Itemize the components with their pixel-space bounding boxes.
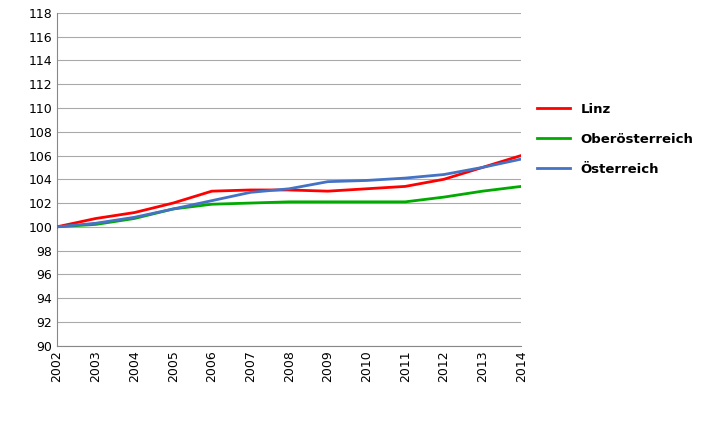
Linz bbox=[362, 186, 371, 191]
Oberösterreich bbox=[246, 200, 255, 206]
Oberösterreich bbox=[53, 224, 61, 229]
Österreich bbox=[285, 186, 293, 191]
Linz bbox=[323, 188, 332, 194]
Oberösterreich bbox=[478, 188, 487, 194]
Linz bbox=[169, 200, 178, 206]
Linz bbox=[401, 184, 409, 189]
Österreich bbox=[53, 224, 61, 229]
Oberösterreich bbox=[362, 199, 371, 204]
Line: Österreich: Österreich bbox=[57, 159, 521, 227]
Österreich bbox=[323, 179, 332, 184]
Legend: Linz, Oberösterreich, Österreich: Linz, Oberösterreich, Österreich bbox=[537, 103, 693, 176]
Linz bbox=[53, 224, 61, 229]
Österreich bbox=[91, 221, 100, 226]
Oberösterreich bbox=[285, 199, 293, 204]
Linz bbox=[440, 177, 448, 182]
Oberösterreich bbox=[323, 199, 332, 204]
Österreich bbox=[401, 175, 409, 181]
Oberösterreich bbox=[130, 216, 139, 221]
Oberösterreich bbox=[401, 199, 409, 204]
Linz bbox=[208, 188, 216, 194]
Österreich bbox=[478, 165, 487, 170]
Line: Oberösterreich: Oberösterreich bbox=[57, 186, 521, 227]
Linz bbox=[246, 187, 255, 193]
Linz bbox=[285, 187, 293, 193]
Österreich bbox=[362, 178, 371, 183]
Oberösterreich bbox=[440, 194, 448, 200]
Linz bbox=[130, 210, 139, 215]
Oberösterreich bbox=[208, 202, 216, 207]
Oberösterreich bbox=[517, 184, 526, 189]
Österreich bbox=[169, 206, 178, 212]
Österreich bbox=[440, 172, 448, 177]
Linz bbox=[478, 165, 487, 170]
Linz bbox=[91, 216, 100, 221]
Linz bbox=[517, 153, 526, 158]
Oberösterreich bbox=[169, 206, 178, 212]
Österreich bbox=[130, 215, 139, 220]
Österreich bbox=[208, 198, 216, 203]
Oberösterreich bbox=[91, 222, 100, 227]
Österreich bbox=[246, 190, 255, 195]
Line: Linz: Linz bbox=[57, 156, 521, 227]
Österreich bbox=[517, 156, 526, 162]
